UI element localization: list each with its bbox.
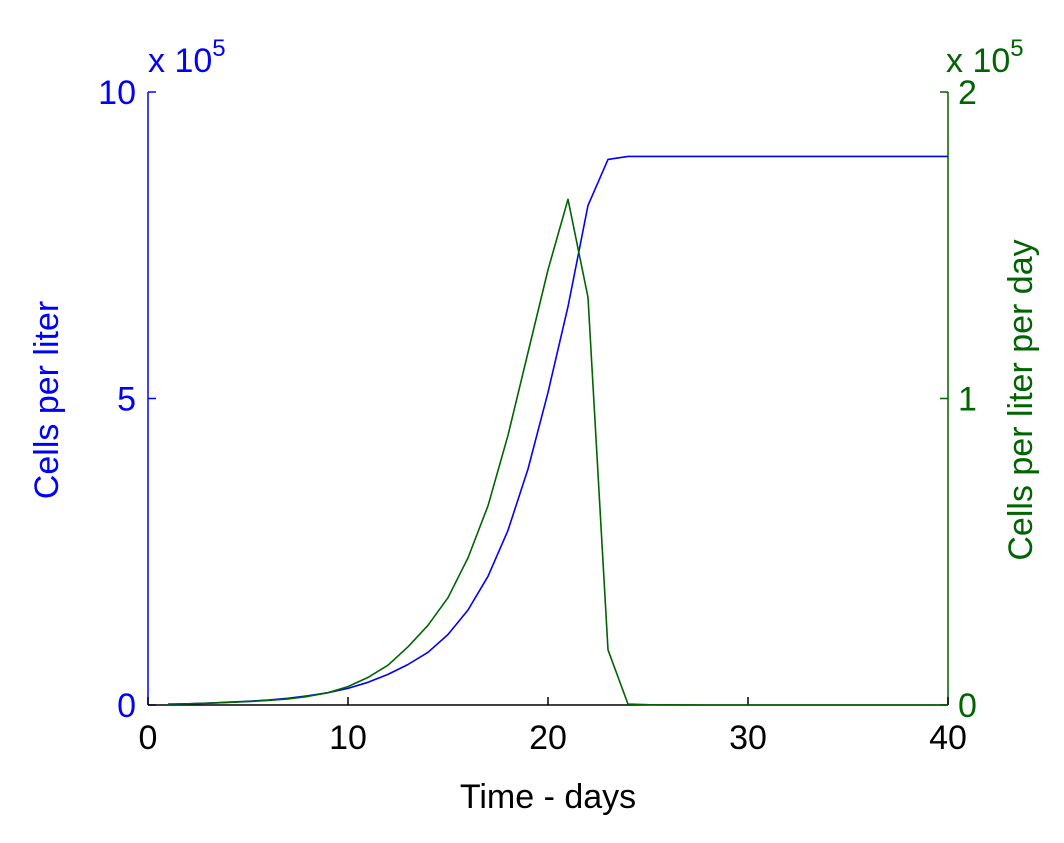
x-axis-label: Time - days <box>460 778 636 816</box>
series-rate-line <box>167 198 948 706</box>
x-tick-label: 40 <box>929 719 967 757</box>
plot-area <box>148 92 948 705</box>
x-tick-label: 20 <box>529 719 567 757</box>
x-axis: 0 10 20 30 40 <box>139 697 967 757</box>
right-y-tick-label: 1 <box>958 381 977 419</box>
left-y-tick-label: 10 <box>98 74 136 112</box>
x-tick-label: 10 <box>329 719 367 757</box>
left-y-tick-label: 0 <box>117 687 136 725</box>
right-y-axis: 0 1 2 <box>940 74 977 725</box>
right-y-tick-label: 0 <box>958 687 977 725</box>
right-y-axis-label: Cells per liter per day <box>1002 239 1040 560</box>
right-y-tick-label: 2 <box>958 74 977 112</box>
x-tick-label: 30 <box>729 719 767 757</box>
left-y-axis: 0 5 10 <box>98 74 156 725</box>
left-y-axis-label: Cells per liter <box>28 301 66 499</box>
x-tick-label: 0 <box>139 719 158 757</box>
series-layer <box>167 155 948 706</box>
left-axis-multiplier: x 105 <box>148 35 226 80</box>
right-axis-multiplier: x 105 <box>946 35 1024 80</box>
left-y-tick-label: 5 <box>117 381 136 419</box>
